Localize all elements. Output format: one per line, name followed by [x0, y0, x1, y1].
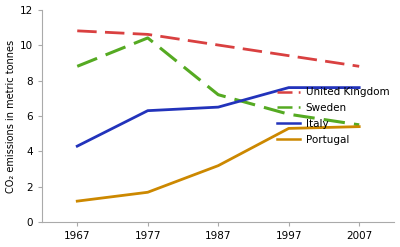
Legend: United Kingdom, Sweden, Italy, Portugal: United Kingdom, Sweden, Italy, Portugal [278, 87, 389, 144]
Y-axis label: CO₂ emissions in metric tonnes: CO₂ emissions in metric tonnes [6, 40, 16, 193]
